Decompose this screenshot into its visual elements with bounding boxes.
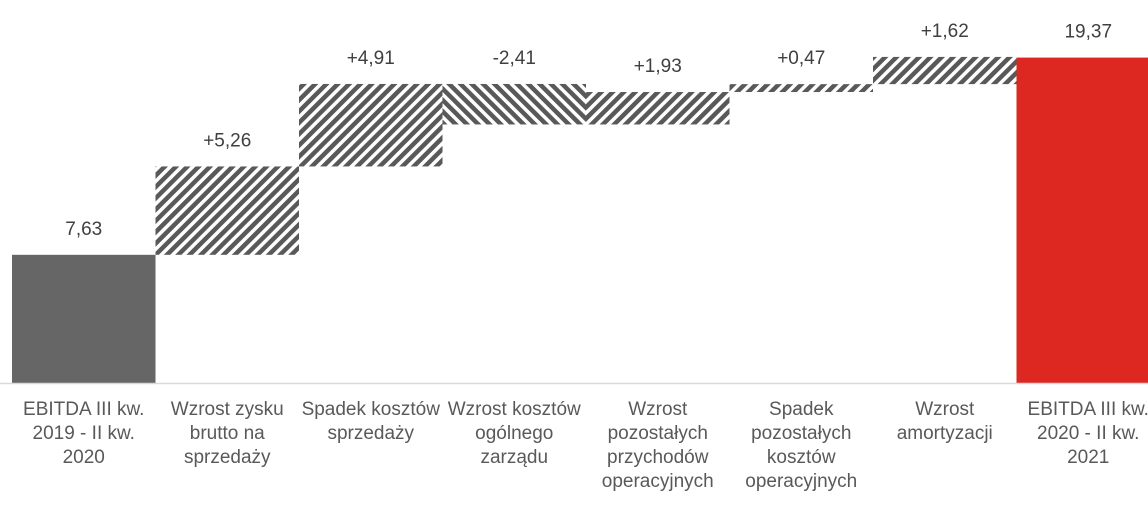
total-bar [12,254,156,383]
category-label: EBITDA III kw. 2020 - II kw. 2021 [1027,399,1148,468]
change-bar [873,56,1017,85]
total-bar [1016,57,1148,384]
value-label: +0,47 [777,48,825,69]
value-label: 7,63 [65,219,102,240]
change-bar [586,92,730,125]
change-bar [442,83,586,125]
category-label: EBITDA III kw. 2019 - II kw. 2020 [23,399,145,468]
value-label: +4,91 [347,48,395,69]
category-label: Wzrost amortyzacji [896,399,993,444]
category-label: Wzrost kosztów ogólnego zarządu [447,399,581,468]
change-bar [299,83,443,167]
value-label: -2,41 [493,48,536,69]
category-label: Wzrost pozostałych przychodów operacyjny… [601,399,714,492]
category-label: Wzrost zysku brutto na sprzedaży [170,399,284,468]
value-label: +1,62 [921,21,969,42]
change-bar [729,84,873,93]
value-label: +5,26 [203,130,251,151]
category-label: Spadek pozostałych kosztów operacyjnych [745,399,858,492]
value-label: 19,37 [1064,22,1112,43]
category-label: Spadek kosztów sprzedaży [301,399,440,444]
value-label: +1,93 [634,56,682,77]
change-bar [155,166,299,255]
